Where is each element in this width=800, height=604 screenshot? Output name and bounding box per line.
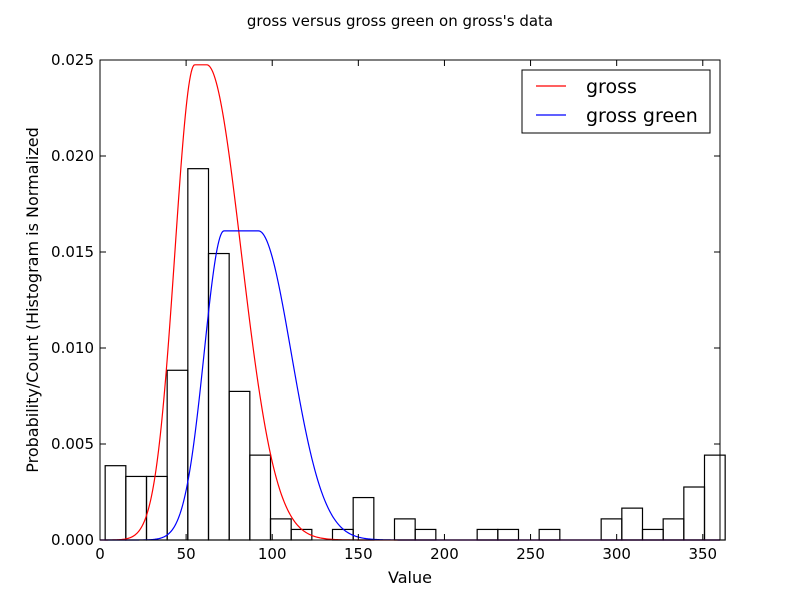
y-axis-label: Probability/Count (Histogram is Normaliz… bbox=[23, 127, 42, 473]
y-tick-label: 0.025 bbox=[51, 51, 94, 69]
x-tick-label: 0 bbox=[95, 545, 105, 563]
x-tick-label: 300 bbox=[602, 545, 631, 563]
y-tick-label: 0.005 bbox=[51, 435, 94, 453]
y-axis: 0.000 0.005 0.010 0.015 0.020 0.025 bbox=[51, 51, 720, 549]
x-axis-label: Value bbox=[388, 568, 432, 587]
chart-title: gross versus gross green on gross's data bbox=[247, 12, 553, 30]
y-tick-label: 0.020 bbox=[51, 147, 94, 165]
x-tick-label: 350 bbox=[688, 545, 717, 563]
x-tick-label: 50 bbox=[177, 545, 196, 563]
x-tick-label: 100 bbox=[258, 545, 287, 563]
x-tick-label: 250 bbox=[516, 545, 545, 563]
y-tick-label: 0.000 bbox=[51, 531, 94, 549]
legend-label-gross-green: gross green bbox=[586, 105, 698, 127]
legend-label-gross: gross bbox=[586, 76, 637, 98]
x-tick-label: 200 bbox=[430, 545, 459, 563]
legend-box bbox=[521, 69, 711, 134]
y-tick-label: 0.015 bbox=[51, 243, 94, 261]
x-axis: 0 50 100 150 200 250 300 350 bbox=[95, 60, 717, 563]
y-tick-label: 0.010 bbox=[51, 339, 94, 357]
x-tick-label: 150 bbox=[344, 545, 373, 563]
legend: gross gross green bbox=[521, 69, 711, 134]
plot-area-frame bbox=[99, 59, 721, 541]
